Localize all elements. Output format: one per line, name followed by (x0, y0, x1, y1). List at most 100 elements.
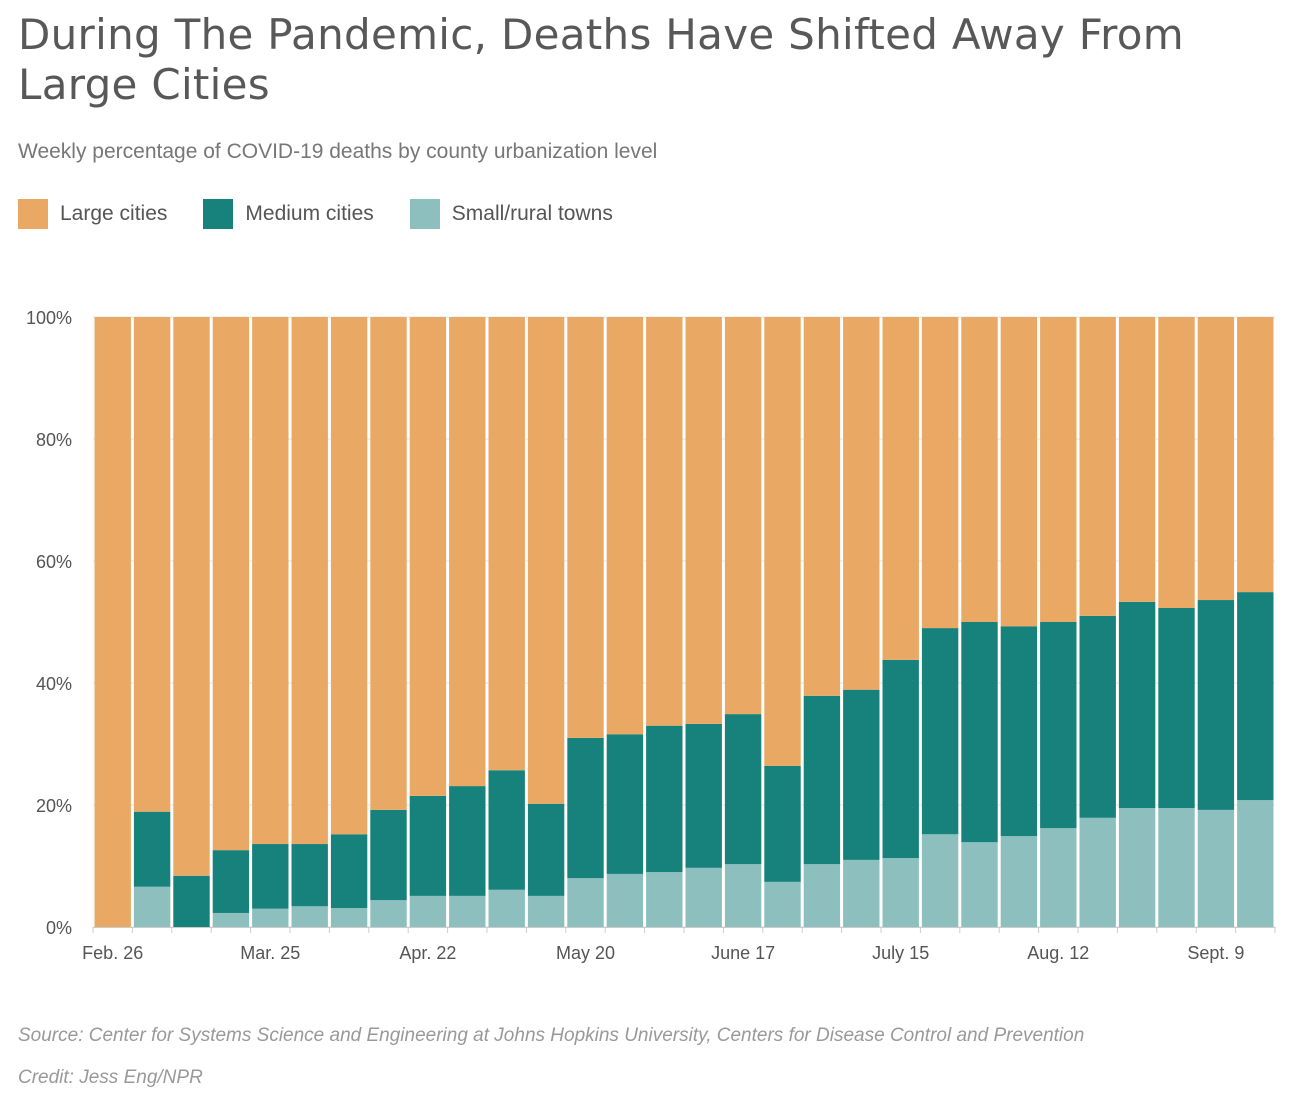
bar-segment-small-rural-towns (961, 842, 998, 927)
bar-segment-small-rural-towns (1079, 817, 1116, 927)
bar-segment-small-rural-towns (1197, 809, 1235, 927)
bar-segment-small-rural-towns (449, 895, 486, 927)
bar-segment-small-rural-towns (1118, 808, 1156, 927)
bar-segment-small-rural-towns (133, 886, 171, 927)
bar-segment-medium-cities (488, 770, 525, 890)
y-tick-label: 100% (26, 308, 72, 328)
bar-segment-medium-cities (567, 737, 604, 879)
bar-segment-large-cities (291, 317, 328, 845)
bar-segment-large-cities (567, 317, 604, 738)
bar-segment-large-cities (409, 317, 447, 796)
bar-segment-large-cities (370, 317, 407, 810)
bar-segment-medium-cities (1237, 592, 1274, 801)
legend-label: Small/rural towns (451, 202, 613, 225)
legend-label: Medium cities (245, 202, 374, 225)
bar-segment-small-rural-towns (724, 864, 762, 927)
y-tick-label: 0% (46, 918, 72, 938)
bar-segment-large-cities (764, 317, 801, 766)
bar-segment-large-cities (724, 317, 762, 715)
bar-segment-large-cities (685, 317, 722, 724)
bar-segment-large-cities (252, 317, 289, 845)
bar-segment-large-cities (882, 317, 919, 660)
legend-swatch-small (409, 199, 440, 229)
bar-segment-medium-cities (724, 714, 762, 865)
legend-item-medium: Medium cities (203, 199, 374, 229)
bar-segment-small-rural-towns (803, 864, 841, 927)
bar-segment-large-cities (133, 317, 171, 812)
x-tick-label: Feb. 26 (82, 943, 143, 963)
bar-segment-large-cities (527, 317, 565, 804)
bar-segment-large-cities (1000, 317, 1038, 627)
legend-item-small: Small/rural towns (409, 199, 613, 229)
bar-segment-small-rural-towns (1000, 836, 1038, 927)
legend-swatch-large (18, 199, 48, 229)
bar-segment-large-cities (94, 317, 131, 927)
bar-segment-large-cities (921, 317, 959, 629)
x-tick-label: May 20 (556, 943, 615, 963)
bar-segment-small-rural-towns (1040, 828, 1077, 927)
bar-segment-medium-cities (133, 811, 171, 887)
bar-segment-medium-cities (291, 844, 328, 907)
bar-segment-medium-cities (1000, 626, 1038, 837)
bar-segment-large-cities (803, 317, 841, 696)
bar-segment-medium-cities (527, 803, 565, 896)
bar-segment-large-cities (488, 317, 525, 771)
bar-segment-medium-cities (409, 795, 447, 896)
bar-segment-small-rural-towns (370, 900, 407, 927)
x-tick-label: July 15 (872, 943, 929, 963)
bar-segment-small-rural-towns (567, 878, 604, 927)
x-tick-label: Sept. 9 (1187, 943, 1244, 963)
legend-item-large: Large cities (18, 199, 167, 229)
source-note: Source: Center for Systems Science and E… (18, 1025, 1085, 1046)
bar-segment-large-cities (646, 317, 683, 726)
bar-segment-small-rural-towns (685, 867, 722, 927)
bar-segment-large-cities (173, 317, 210, 876)
bar-segment-large-cities (606, 317, 644, 735)
bar-segment-large-cities (1237, 317, 1274, 593)
chart-subtitle: Weekly percentage of COVID-19 deaths by … (18, 140, 658, 163)
stacked-bar-chart: 0% 20% 40% 60% 80% 100% Feb. 26 Mar. 25 Apr. 22 M… (26, 308, 1276, 963)
bar-segment-medium-cities (1197, 600, 1235, 810)
bar-segment-small-rural-towns (409, 895, 447, 927)
chart-title: During The Pandemic, Deaths Have Shifted… (18, 10, 1184, 109)
bar-segment-small-rural-towns (921, 834, 959, 927)
bar-segment-small-rural-towns (1158, 808, 1195, 927)
bar-segment-small-rural-towns (843, 859, 880, 927)
x-tick-label: Mar. 25 (240, 943, 300, 963)
bar-segment-medium-cities (1040, 622, 1077, 829)
bar-segment-small-rural-towns (646, 872, 683, 927)
bar-segment-medium-cities (764, 765, 801, 882)
bar-segment-medium-cities (212, 850, 250, 913)
y-tick-label: 20% (36, 796, 72, 816)
x-tick-label: June 17 (711, 943, 775, 963)
bar-segment-medium-cities (1118, 601, 1156, 809)
bar-segment-medium-cities (685, 723, 722, 868)
bar-segment-medium-cities (961, 622, 998, 843)
bar-segment-medium-cities (843, 689, 880, 860)
y-tick-label: 60% (36, 552, 72, 572)
bar-segment-small-rural-towns (488, 889, 525, 927)
x-tick-label: Aug. 12 (1027, 943, 1089, 963)
bar-segment-large-cities (961, 317, 998, 622)
bar-segment-medium-cities (449, 786, 486, 896)
bar-segment-large-cities (212, 317, 250, 851)
bar-segment-medium-cities (370, 809, 407, 901)
credit-note: Credit: Jess Eng/NPR (18, 1067, 203, 1088)
bar-segment-medium-cities (803, 695, 841, 865)
bar-segment-small-rural-towns (882, 858, 919, 927)
x-tick-label: Apr. 22 (399, 943, 456, 963)
bar-segment-small-rural-towns (764, 881, 801, 927)
bar-segment-small-rural-towns (212, 912, 250, 927)
legend-label: Large cities (60, 202, 168, 225)
legend-swatch-medium (203, 199, 234, 229)
bar-segment-large-cities (1118, 317, 1156, 602)
y-tick-label: 80% (36, 430, 72, 450)
bar-segment-small-rural-towns (252, 908, 289, 927)
bar-segment-large-cities (1040, 317, 1077, 622)
bar-segment-medium-cities (646, 725, 683, 873)
bar-segment-medium-cities (882, 659, 919, 859)
bar-segment-large-cities (449, 317, 486, 787)
bar-segment-medium-cities (330, 834, 368, 909)
bar-segment-small-rural-towns (291, 906, 328, 927)
bar-segment-large-cities (1158, 317, 1195, 608)
